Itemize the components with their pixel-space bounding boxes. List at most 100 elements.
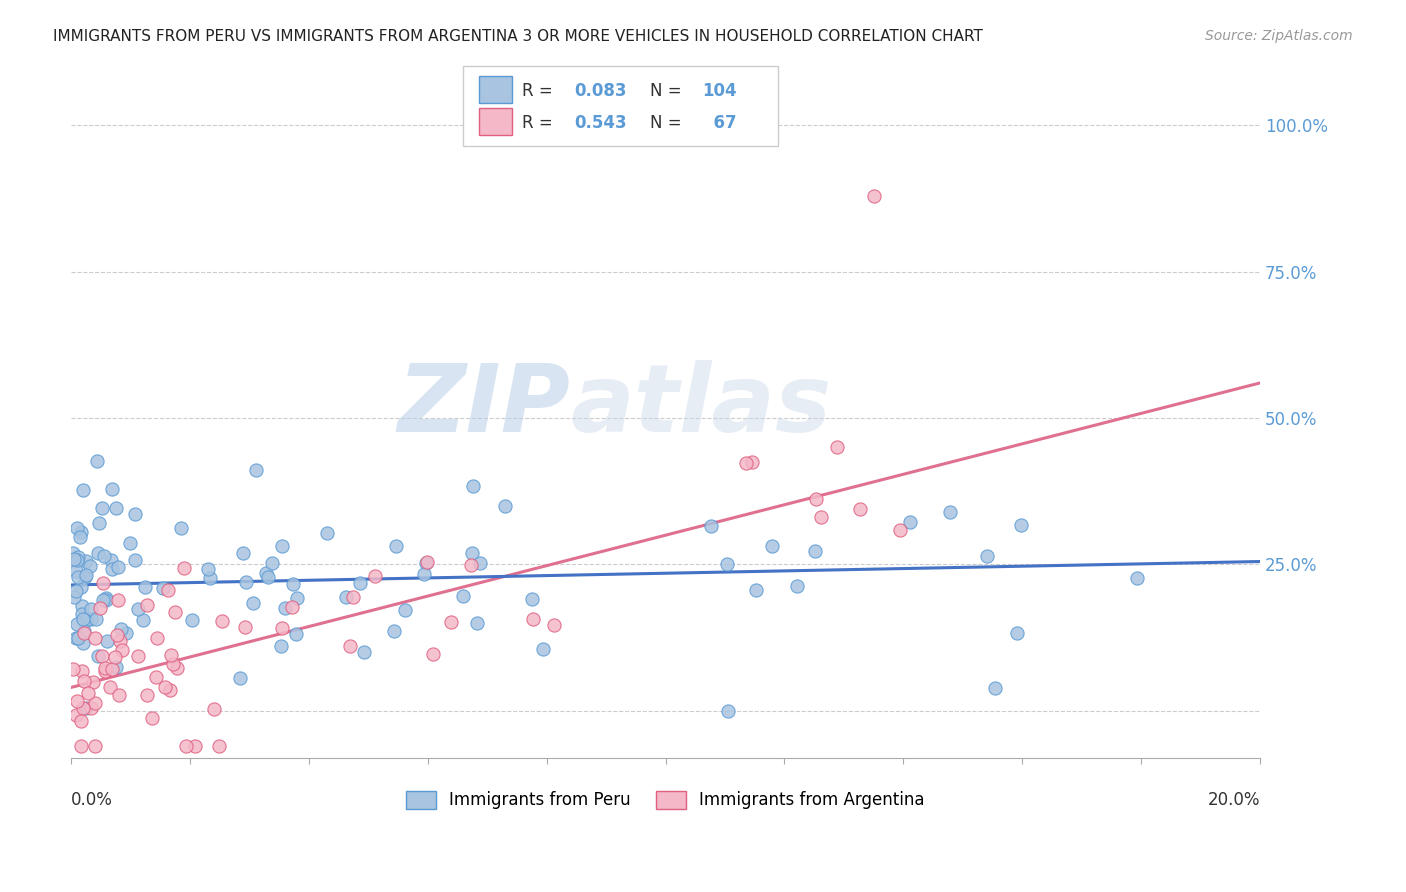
Point — [394, 603, 416, 617]
Point — [75, 554, 97, 568]
Text: 0.543: 0.543 — [574, 113, 627, 132]
Point — [1010, 518, 1032, 533]
Point — [63, 552, 86, 566]
Point — [440, 615, 463, 630]
Point — [108, 634, 131, 648]
Legend: Immigrants from Peru, Immigrants from Argentina: Immigrants from Peru, Immigrants from Ar… — [399, 784, 932, 816]
Point — [699, 518, 721, 533]
Point — [70, 664, 93, 678]
Point — [114, 626, 136, 640]
Point — [232, 545, 254, 559]
Point — [82, 675, 104, 690]
Point — [717, 704, 740, 718]
Point — [197, 562, 219, 576]
Point — [984, 681, 1007, 696]
Point — [898, 516, 921, 530]
Point — [741, 455, 763, 469]
Point — [157, 582, 180, 597]
Point — [67, 631, 90, 645]
Point — [174, 739, 197, 753]
Point — [415, 556, 437, 570]
Point — [716, 558, 738, 572]
Point — [73, 625, 96, 640]
Point — [422, 648, 444, 662]
Point — [384, 539, 406, 553]
Point — [200, 571, 222, 585]
Point — [335, 591, 357, 605]
Point — [127, 648, 149, 663]
Point — [77, 686, 100, 700]
Point — [80, 612, 103, 626]
Point — [183, 739, 205, 753]
Point — [207, 739, 229, 753]
Point — [86, 453, 108, 467]
Point — [75, 613, 97, 627]
Point — [135, 688, 157, 702]
Text: 104: 104 — [703, 82, 737, 100]
Point — [170, 521, 193, 535]
Point — [65, 708, 87, 723]
Point — [152, 581, 174, 595]
Point — [270, 639, 292, 653]
Point — [166, 660, 188, 674]
Point — [939, 505, 962, 519]
Point — [173, 561, 195, 575]
Point — [460, 558, 482, 572]
Point — [461, 546, 484, 560]
Point — [66, 616, 89, 631]
Point — [80, 700, 103, 714]
Point — [229, 671, 252, 685]
Point — [91, 649, 114, 664]
Point — [124, 508, 146, 522]
Point — [80, 602, 103, 616]
Point — [804, 491, 827, 506]
Point — [94, 664, 117, 678]
Point — [416, 555, 439, 569]
Point — [110, 622, 132, 636]
Text: R =: R = — [522, 113, 558, 132]
Point — [75, 701, 97, 715]
Point — [135, 598, 157, 612]
Point — [72, 483, 94, 497]
Point — [159, 648, 181, 662]
Point — [862, 188, 884, 202]
Point — [108, 688, 131, 702]
FancyBboxPatch shape — [479, 108, 512, 135]
Point — [453, 590, 475, 604]
Point — [271, 539, 294, 553]
Point — [100, 662, 122, 676]
Point — [124, 553, 146, 567]
Point — [72, 636, 94, 650]
Point — [848, 502, 870, 516]
Point — [65, 631, 87, 645]
Point — [94, 593, 117, 607]
Point — [273, 600, 295, 615]
Point — [93, 660, 115, 674]
Point — [134, 580, 156, 594]
Point — [62, 546, 84, 560]
Point — [825, 440, 848, 454]
Point — [100, 553, 122, 567]
Point — [349, 576, 371, 591]
Point — [89, 516, 111, 530]
FancyBboxPatch shape — [464, 66, 779, 146]
Text: N =: N = — [650, 113, 688, 132]
Point — [281, 576, 304, 591]
Point — [242, 596, 264, 610]
Point — [93, 549, 115, 564]
Point — [118, 536, 141, 550]
Point — [543, 617, 565, 632]
Point — [353, 645, 375, 659]
Point — [70, 599, 93, 613]
Text: Source: ZipAtlas.com: Source: ZipAtlas.com — [1205, 29, 1353, 43]
Point — [111, 643, 134, 657]
Point — [463, 479, 485, 493]
Point — [245, 463, 267, 477]
Point — [66, 694, 89, 708]
Point — [734, 457, 756, 471]
Point — [128, 601, 150, 615]
Point — [889, 523, 911, 537]
Point — [260, 556, 283, 570]
Point — [804, 543, 827, 558]
Point — [62, 662, 84, 676]
